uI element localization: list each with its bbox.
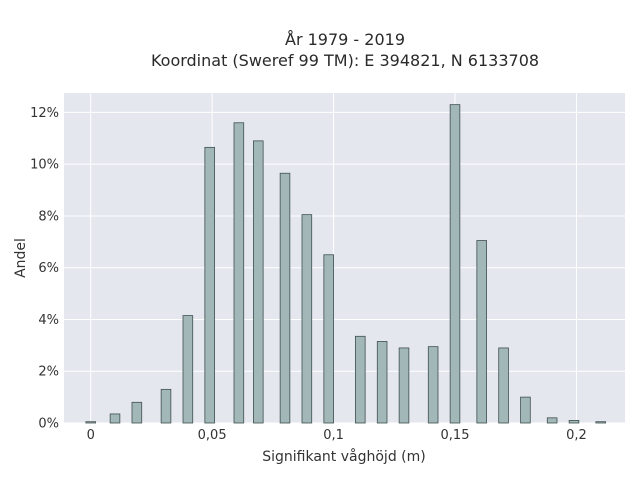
y-tick-label: 6%: [38, 261, 59, 276]
histogram-bar: [131, 401, 143, 424]
x-axis-ticks: 0 0,05 0,1 0,15 0,2: [87, 428, 587, 443]
y-tick-label: 10%: [30, 158, 59, 173]
y-tick-label: 12%: [30, 106, 59, 121]
histogram-bar: [427, 346, 439, 424]
histogram-bar: [568, 420, 580, 424]
y-axis-title: Andel: [13, 238, 29, 278]
y-tick-label: 4%: [38, 313, 59, 328]
chart-title-line2: Koordinat (Sweref 99 TM): E 394821, N 61…: [151, 51, 539, 70]
histogram-bar: [253, 140, 264, 424]
histogram-bar: [595, 421, 606, 424]
y-tick-label: 8%: [38, 209, 59, 224]
x-tick-label: 0,2: [566, 428, 587, 443]
y-tick-label: 0%: [38, 417, 59, 432]
x-tick-label: 0,15: [441, 428, 470, 443]
plot-area: [64, 93, 625, 423]
histogram-bar: [279, 172, 291, 424]
histogram-bar: [498, 347, 509, 424]
histogram-bar: [449, 104, 461, 424]
histogram-bar: [204, 146, 215, 424]
histogram-bar: [476, 240, 487, 424]
bars-group: [85, 104, 606, 424]
histogram-bar: [182, 315, 194, 424]
histogram-bar: [398, 347, 410, 424]
histogram-bar: [323, 254, 334, 424]
x-tick-label: 0,1: [323, 428, 344, 443]
histogram-bar: [109, 413, 121, 424]
x-tick-label: 0,05: [198, 428, 227, 443]
histogram-bar: [520, 396, 531, 424]
histogram-bar: [355, 335, 366, 424]
chart-title-line1: År 1979 - 2019: [285, 30, 405, 49]
histogram-bar: [546, 417, 558, 424]
histogram-bar: [160, 388, 172, 424]
histogram-bar: [376, 341, 388, 424]
x-tick-label: 0: [87, 428, 95, 443]
y-axis-ticks: 0% 2% 4% 6% 8% 10% 12%: [30, 106, 59, 432]
histogram-bar: [301, 214, 313, 424]
y-tick-label: 2%: [38, 365, 59, 380]
x-axis-title: Signifikant våghöjd (m): [262, 448, 425, 465]
histogram-bar: [233, 122, 245, 424]
histogram-bar: [85, 421, 96, 424]
